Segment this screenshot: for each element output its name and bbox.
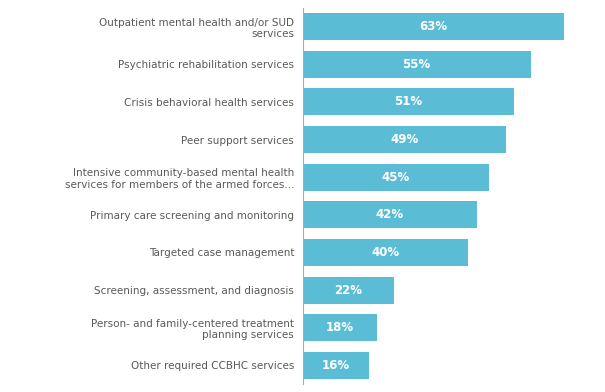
Text: 45%: 45% [382, 171, 410, 184]
Bar [302, 201, 477, 229]
Bar [302, 126, 506, 153]
Text: 18%: 18% [325, 321, 354, 334]
Text: 22%: 22% [334, 283, 362, 297]
Bar [302, 13, 564, 40]
Bar [302, 51, 531, 78]
Text: 63%: 63% [419, 20, 447, 33]
Text: 49%: 49% [390, 133, 418, 146]
Bar [302, 239, 468, 266]
Bar [302, 276, 394, 304]
Bar [302, 314, 377, 341]
Text: 40%: 40% [371, 246, 399, 259]
Text: 51%: 51% [394, 95, 422, 109]
Bar [302, 88, 514, 116]
Text: 42%: 42% [376, 208, 404, 221]
Text: 16%: 16% [322, 359, 350, 372]
Bar [302, 352, 369, 379]
Bar [302, 163, 489, 191]
Text: 55%: 55% [402, 58, 431, 71]
